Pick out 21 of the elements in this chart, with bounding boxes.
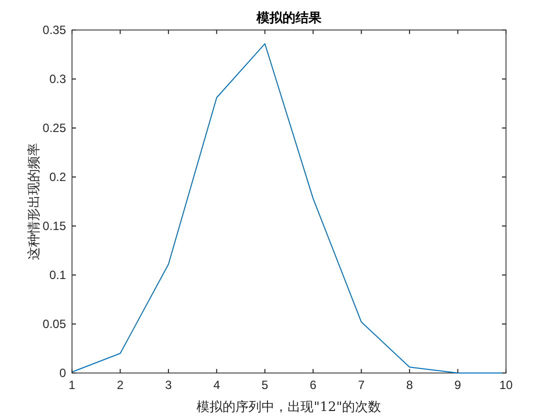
- x-tick-label: 5: [262, 378, 269, 392]
- chart-title: 模拟的结果: [256, 10, 322, 26]
- x-axis-title: 模拟的序列中，出现"12"的次数: [196, 399, 382, 415]
- x-tick-label: 6: [310, 378, 317, 392]
- x-tick-label: 2: [116, 378, 124, 392]
- y-tick-label: 0.1: [49, 268, 66, 282]
- x-tick-label: 10: [499, 378, 513, 392]
- x-tick-label: 1: [68, 378, 76, 392]
- y-tick-label: 0: [59, 366, 66, 380]
- x-tick-label: 3: [165, 378, 172, 392]
- x-tick-label: 8: [406, 378, 414, 392]
- x-tick-label: 4: [213, 378, 220, 392]
- x-tick-label: 9: [454, 378, 462, 392]
- y-tick-label: 0.15: [42, 219, 66, 233]
- y-tick-label: 0.35: [42, 23, 66, 37]
- y-tick-label: 0.05: [42, 317, 66, 331]
- x-tick-label: 7: [358, 378, 365, 392]
- y-axis-title: 这种情形出现的频率: [26, 143, 42, 260]
- y-tick-label: 0.2: [49, 170, 66, 184]
- y-tick-label: 0.3: [49, 72, 66, 86]
- y-tick-label: 0.25: [42, 121, 66, 135]
